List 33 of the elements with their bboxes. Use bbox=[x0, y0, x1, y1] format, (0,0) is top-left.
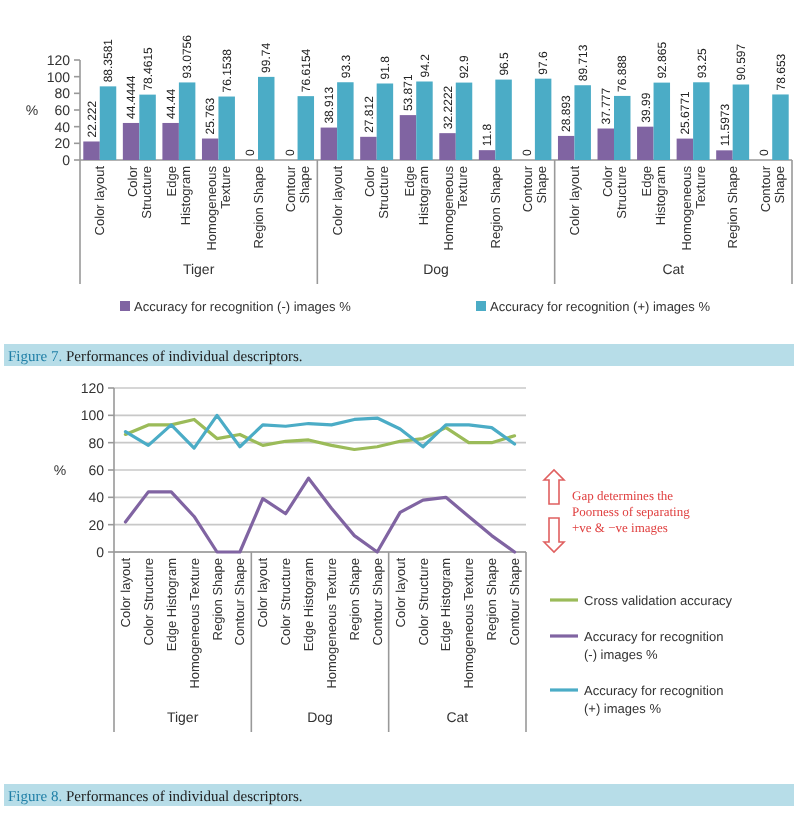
bar bbox=[139, 94, 156, 160]
bar bbox=[716, 150, 733, 160]
bar bbox=[122, 122, 140, 160]
bar bbox=[557, 135, 575, 160]
bar bbox=[360, 136, 377, 160]
bar bbox=[218, 96, 235, 160]
bar bbox=[297, 96, 315, 160]
bar bbox=[772, 94, 789, 160]
bar bbox=[258, 76, 275, 160]
bar bbox=[416, 81, 433, 160]
bar bbox=[320, 127, 338, 160]
bar bbox=[178, 82, 196, 160]
bar bbox=[676, 138, 694, 160]
bar bbox=[574, 85, 591, 160]
bar bbox=[376, 83, 394, 160]
line-series bbox=[123, 476, 517, 554]
bar bbox=[99, 86, 117, 160]
bar bbox=[399, 115, 417, 160]
bar bbox=[455, 82, 473, 160]
bar bbox=[597, 128, 614, 160]
bar bbox=[478, 150, 496, 160]
bar bbox=[653, 82, 671, 160]
bar bbox=[534, 78, 552, 160]
bar bbox=[83, 141, 100, 160]
bar bbox=[495, 79, 512, 160]
bar bbox=[614, 95, 631, 160]
bar bbox=[439, 133, 456, 160]
bar bbox=[637, 126, 654, 160]
bar bbox=[693, 82, 710, 160]
bar bbox=[162, 122, 179, 160]
bar bbox=[732, 84, 750, 160]
bar bbox=[201, 138, 219, 160]
bar bbox=[337, 82, 354, 160]
